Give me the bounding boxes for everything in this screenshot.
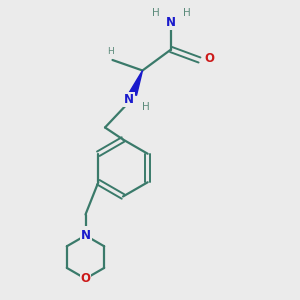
Polygon shape bbox=[129, 70, 142, 95]
Text: N: N bbox=[124, 93, 134, 106]
Text: H: H bbox=[152, 8, 159, 18]
Text: H: H bbox=[107, 47, 113, 56]
Text: N: N bbox=[166, 16, 176, 29]
Text: N: N bbox=[81, 227, 91, 240]
Text: H: H bbox=[183, 8, 190, 18]
Text: O: O bbox=[204, 52, 214, 65]
Text: N: N bbox=[80, 229, 91, 242]
Text: H: H bbox=[142, 102, 150, 112]
Text: O: O bbox=[80, 272, 91, 285]
